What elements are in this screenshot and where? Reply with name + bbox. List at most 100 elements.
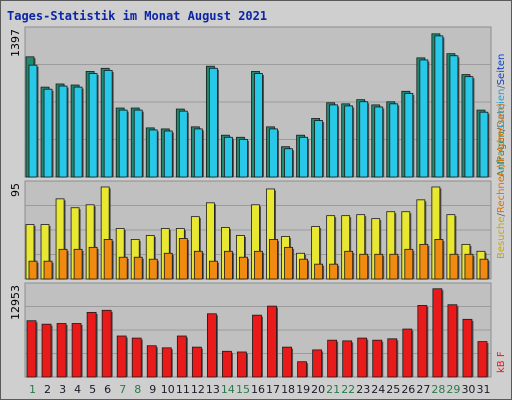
bar-dateien (434, 35, 444, 178)
bar-rechner (299, 258, 308, 280)
bar-dateien (73, 86, 83, 178)
legend-entry: Seiten (496, 54, 507, 86)
day-label: 2 (44, 383, 51, 396)
bar-kb (252, 314, 262, 378)
bar-dateien (239, 138, 248, 178)
bar-dateien (419, 59, 429, 178)
bar-rechner (103, 239, 113, 280)
day-label: 17 (266, 383, 280, 396)
legend-entry: / (496, 85, 507, 89)
bar-rechner (28, 260, 38, 280)
bar-dateien (329, 104, 339, 178)
day-label: 24 (371, 383, 385, 396)
bar-rechner (374, 253, 384, 280)
bar-rechner (389, 253, 399, 280)
bar-dateien (449, 55, 459, 178)
bar-rechner (163, 252, 173, 280)
bar-rechner (269, 239, 278, 280)
bar-rechner (254, 250, 263, 280)
bar-rechner (133, 256, 143, 280)
day-label: 3 (59, 383, 66, 396)
legend-entry: / (496, 212, 507, 216)
bar-dateien (103, 70, 113, 178)
day-label: 9 (149, 383, 156, 396)
bar-rechner (208, 260, 218, 280)
day-label: 31 (476, 383, 490, 396)
bar-kb (131, 337, 142, 378)
bar-rechner (239, 256, 248, 280)
legend-entry: Dateien (496, 89, 507, 128)
legend-label: Anfragen/Dateien/Seiten (496, 54, 507, 177)
bar-rechner (359, 253, 369, 280)
bar-rechner (449, 253, 459, 280)
bar-kb (402, 328, 413, 378)
bar-kb (372, 339, 383, 378)
bar-rechner (404, 248, 414, 280)
day-label: 21 (326, 383, 340, 396)
day-label: 11 (176, 383, 190, 396)
bar-kb (327, 339, 338, 378)
bar-kb (191, 346, 202, 378)
bar-dateien (163, 130, 173, 178)
bar-rechner (43, 260, 53, 280)
bar-dateien (28, 64, 38, 178)
day-label: 15 (236, 383, 250, 396)
bar-kb (387, 338, 398, 378)
bar-rechner (344, 250, 354, 280)
bar-rechner (178, 238, 188, 280)
bar-dateien (314, 120, 324, 178)
bar-rechner (118, 256, 128, 280)
day-label: 29 (446, 383, 460, 396)
bar-dateien (118, 109, 128, 178)
bar-kb (447, 304, 458, 378)
day-label: 7 (119, 383, 126, 396)
y-max-label: 1397 (9, 29, 22, 57)
bar-kb (297, 361, 307, 378)
bar-rechner (88, 246, 98, 280)
bar-dateien (43, 88, 53, 178)
bar-rechner (58, 248, 68, 280)
bar-rechner (464, 253, 474, 280)
day-label: 8 (134, 383, 141, 396)
bar-dateien (374, 106, 384, 178)
legend-entry: / (496, 127, 507, 131)
bar-rechner (193, 250, 203, 280)
day-label: 19 (296, 383, 310, 396)
day-label: 27 (416, 383, 430, 396)
day-label: 1 (29, 383, 36, 396)
bar-rechner (329, 263, 339, 280)
bar-rechner (434, 239, 444, 280)
day-label: 22 (341, 383, 355, 396)
bar-dateien (178, 110, 188, 178)
bar-kb (342, 340, 353, 378)
day-label: 6 (104, 383, 111, 396)
bar-dateien (404, 92, 414, 178)
bar-kb (161, 347, 172, 378)
day-label: 10 (161, 383, 175, 396)
bar-kb (176, 335, 187, 378)
bar-dateien (58, 85, 68, 178)
bar-dateien (464, 76, 474, 178)
legend-label: kB F (496, 351, 507, 373)
legend-label: Besuche/Rechner (IP-Adressen) (496, 103, 507, 259)
bar-kb (101, 309, 112, 378)
bar-kb (432, 288, 443, 378)
bar-dateien (284, 148, 293, 178)
bar-dateien (254, 73, 263, 178)
day-label: 20 (311, 383, 325, 396)
day-label: 16 (251, 383, 265, 396)
bar-kb (222, 350, 232, 378)
bar-rechner (479, 258, 489, 280)
legend-entry: Anfragen (496, 131, 507, 177)
bar-kb (417, 305, 428, 378)
bar-dateien (208, 67, 218, 178)
bar-kb (477, 341, 488, 378)
day-label: 12 (191, 383, 205, 396)
bar-kb (462, 318, 473, 378)
bar-rechner (314, 263, 324, 280)
day-label: 4 (74, 383, 81, 396)
bar-dateien (148, 129, 158, 178)
chart-title: Tages-Statistik im Monat August 2021 (7, 9, 268, 23)
day-label: 26 (401, 383, 415, 396)
